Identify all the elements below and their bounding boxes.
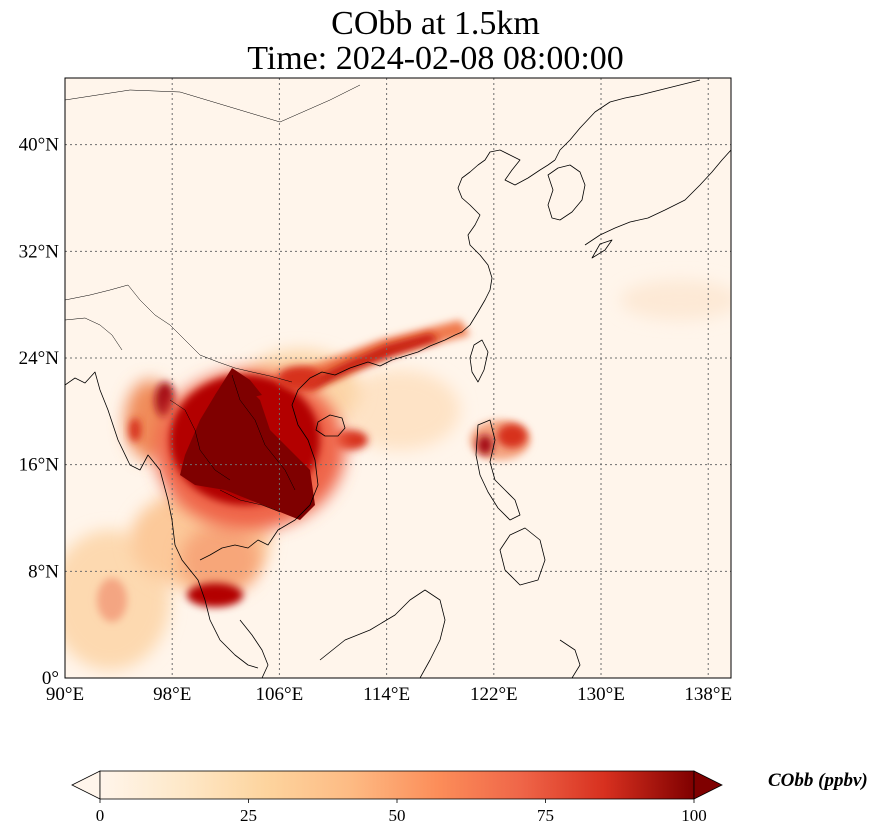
colorbar-max-extend [693,770,723,800]
title-line-2: Time: 2024-02-08 08:00:00 [247,40,624,77]
border-myanmar-thailand [169,399,231,481]
coastline-borneo [319,589,446,678]
coastline-korea [547,164,586,221]
lon-tick-label: 106°E [256,684,304,705]
coastline-china [199,149,556,561]
coastline-taiwan [469,339,489,383]
colorbar-tick-label: 0 [96,806,105,825]
plume-indochina-core [180,375,315,520]
plume-south-china-sea-haze [340,370,460,450]
colorbar-tick-label: 50 [389,806,406,825]
lon-tick-label: 130°E [577,684,625,705]
lat-tick-label: 0° [42,668,59,689]
lon-tick-label: 122°E [470,684,518,705]
lon-tick-label: 114°E [363,684,410,705]
plume-pacific-haze [620,280,731,320]
coastlines [65,79,731,678]
coastline-hainan [315,414,346,437]
lat-tick-label: 40°N [19,135,60,156]
country-borders [65,84,361,513]
lon-tick-label: 90°E [46,684,84,705]
lat-tick-label: 24°N [19,348,60,369]
colorbar: 0 25 50 75 100 [71,770,723,825]
concentration-field [65,280,731,670]
colorbar-tick-label: 75 [537,806,554,825]
coastline-japan-honshu [584,149,731,246]
border-laos-vietnam [231,374,296,491]
lon-tick-label: 138°E [684,684,732,705]
colorbar-tick-label: 25 [240,806,257,825]
longitude-labels: 90°E 98°E 106°E 114°E 122°E 130°E 138°E [46,684,732,705]
coastline-luzon [475,419,521,521]
lon-tick-label: 98°E [153,684,191,705]
lat-tick-label: 8°N [28,561,59,582]
coastline-sulawesi [559,639,581,678]
border-thailand-cambodia [219,489,281,513]
latitude-labels: 0° 8°N 16°N 24°N 32°N 40°N [19,135,60,689]
coastline-japan-kyushu [591,239,613,259]
title-line-1: CObb at 1.5km [331,5,540,42]
plume-andaman [97,578,127,622]
colorbar-tick-label: 100 [681,806,707,825]
plume-north-laos [215,368,262,400]
map-frame [64,77,732,679]
plume-gulf-of-thailand [187,583,243,607]
border-mongolia [65,84,361,123]
border-china-south [65,284,293,383]
colorbar-min-extend [71,770,101,800]
colorbar-ticks: 0 25 50 75 100 [96,799,707,825]
coastline-myanmar-malay [65,371,259,669]
plume-thailand-mid [180,525,260,595]
plume-myanmar-streak [129,418,141,442]
plume-luzon-core [477,435,493,455]
border-india-myanmar [65,317,123,351]
lat-tick-label: 32°N [19,241,60,262]
gridlines [65,78,731,678]
plume-luzon [497,424,527,448]
colorbar-bar [99,770,695,800]
lat-tick-label: 16°N [19,455,60,476]
coastline-north [554,79,701,161]
plume-tonkin [278,366,322,390]
colorbar-label: CObb (ppbv) [768,770,868,791]
coastline-sumatra [239,619,269,678]
coastline-mindanao [499,527,546,586]
